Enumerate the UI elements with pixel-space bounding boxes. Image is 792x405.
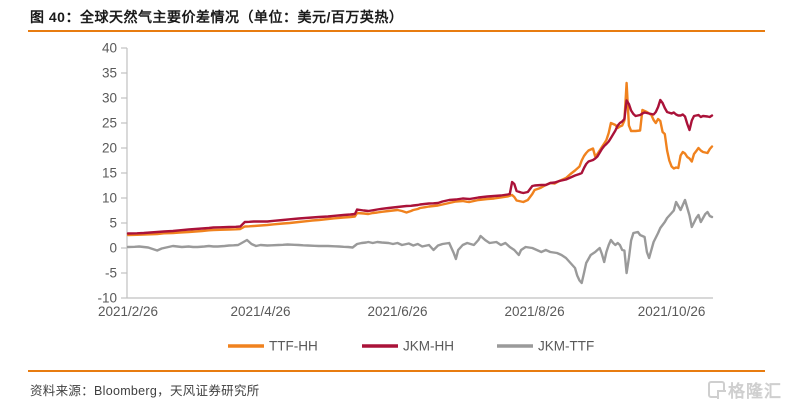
legend-label: JKM-TTF: [538, 339, 594, 354]
y-tick-label: 25: [102, 116, 117, 131]
gelonghui-logo-text: 格隆汇: [728, 382, 782, 401]
y-tick-label: -10: [97, 291, 117, 306]
bottom-divider: [28, 370, 765, 372]
y-tick-label: 15: [102, 166, 117, 181]
y-tick-label: 20: [102, 141, 117, 156]
price-spread-chart: 40 35 30 25 20 15 10 5 0 -5 -10 2021/2/26 2021/4/26 2…: [0, 36, 792, 366]
gelonghui-g-icon: [708, 381, 726, 399]
y-tick-label: 30: [102, 91, 117, 106]
series-ttf-hh: [126, 81, 714, 237]
x-tick-label: 2021/6/26: [368, 304, 428, 319]
y-tick-label: 40: [102, 41, 117, 56]
y-tick-label: 0: [109, 241, 117, 256]
legend-item-jkm-hh: JKM-HH: [362, 339, 454, 354]
y-tick-label: 35: [102, 66, 117, 81]
y-tick-label: -5: [105, 266, 117, 281]
legend-item-jkm-ttf: JKM-TTF: [497, 339, 594, 354]
legend-item-ttf-hh: TTF-HH: [228, 339, 318, 354]
series-jkm-ttf: [126, 198, 714, 285]
legend-label: JKM-HH: [403, 339, 454, 354]
series-jkm-hh: [126, 98, 714, 235]
gelonghui-logo: 格隆汇: [708, 377, 782, 402]
x-tick-label: 2021/2/26: [98, 304, 158, 319]
y-tick-label: 10: [102, 191, 117, 206]
figure-title: 图 40：全球天然气主要价差情况（单位：美元/百万英热）: [30, 9, 404, 25]
top-divider: [28, 30, 765, 32]
legend-label: TTF-HH: [269, 339, 318, 354]
x-tick-label: 2021/10/26: [638, 304, 706, 319]
x-tick-label: 2021/4/26: [230, 304, 290, 319]
x-tick-label: 2021/8/26: [505, 304, 565, 319]
source-note: 资料来源：Bloomberg，天风证券研究所: [30, 384, 260, 398]
y-tick-label: 5: [109, 216, 117, 231]
